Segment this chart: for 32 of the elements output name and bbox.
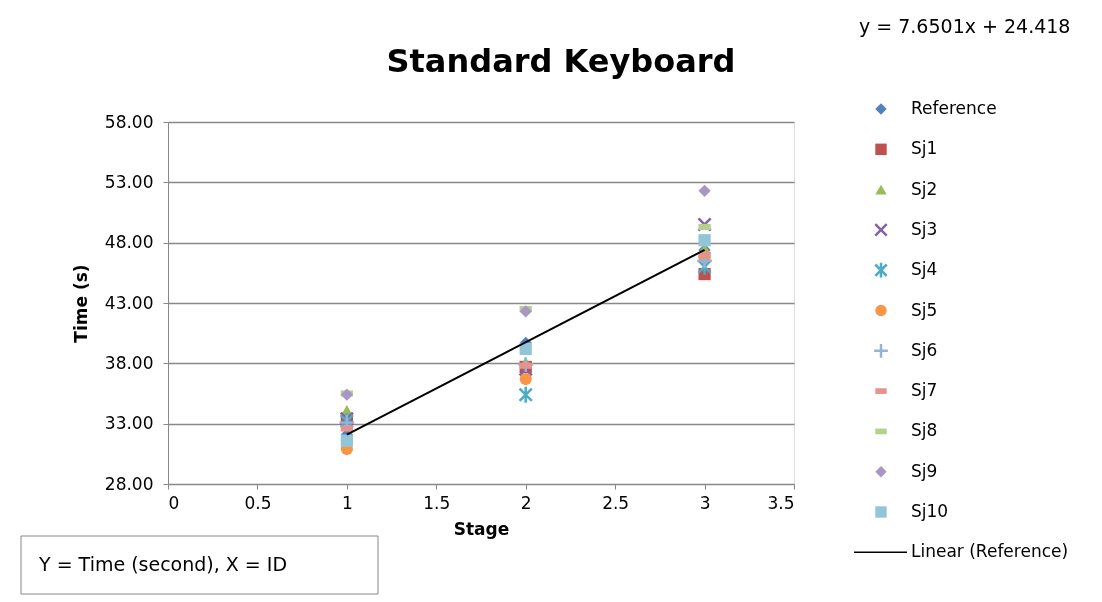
y-tick-label: 43.00 [104,292,154,313]
x-axis-title: Stage [453,518,510,539]
text: y = 7.6501x + 24.418 [859,15,1071,37]
legend-label: Sj6 [911,339,938,360]
legend-label: Sj8 [911,420,938,441]
x-tick-label: 0.5 [244,492,272,513]
text: Y = Time (second), X = ID [38,553,288,575]
legend-label: Sj1 [911,138,938,159]
y-tick-label: 33.00 [104,413,154,434]
legend-label: Sj2 [911,178,938,199]
y-tick-label: 58.00 [104,111,154,132]
legend-label: Sj7 [911,380,938,401]
chart-title: Standard Keyboard [386,42,736,80]
y-tick-label: 48.00 [104,232,154,253]
y-tick-label: 38.00 [104,352,154,373]
x-tick-label: 1 [341,492,353,513]
x-tick-label: 0 [168,492,180,513]
legend-label: Sj5 [911,299,938,320]
y-tick-label: 53.00 [104,171,154,192]
legend-label: Linear (Reference) [911,541,1069,562]
y-axis-title: Time (s) [70,264,91,343]
x-tick-label: 3.5 [767,492,795,513]
x-tick-label: 3 [699,492,711,513]
y-tick-label: 28.00 [104,473,154,494]
legend-label: Sj10 [911,501,949,521]
x-tick-label: 2 [520,492,532,513]
x-tick-label: 1.5 [423,492,451,513]
x-tick-label: 2.5 [602,492,630,513]
legend-label: Reference [911,98,997,118]
legend-label: Sj4 [911,259,938,280]
legend-label: Sj3 [911,218,938,239]
legend-label: Sj9 [911,460,938,481]
